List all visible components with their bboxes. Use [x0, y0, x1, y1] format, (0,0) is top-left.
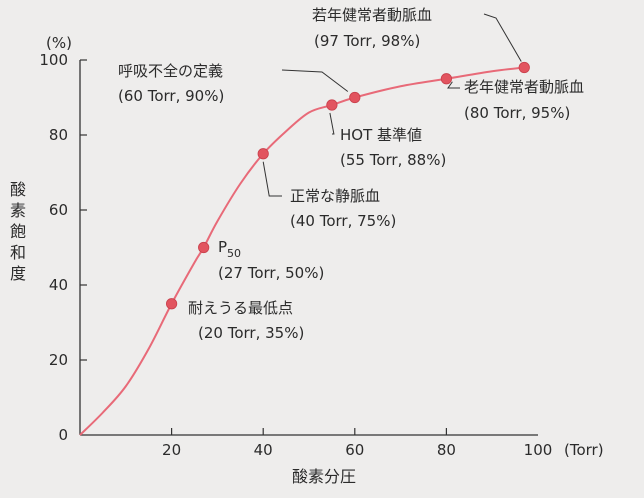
label-p50: P50	[218, 238, 241, 260]
x-tick-label: 40	[254, 441, 273, 459]
y-unit-label: (%)	[46, 34, 72, 52]
data-point	[518, 61, 530, 74]
axes: 0 20 40 60 80 100 20 40 60 80 100 (Torr) (%) 酸素分圧 酸素飽和…	[10, 34, 604, 486]
x-tick-label: 80	[437, 441, 456, 459]
y-axis-title: 酸素飽和度	[10, 180, 26, 283]
leader-respiratory-failure	[281, 69, 349, 92]
label-young: 若年健常者動脈血	[312, 6, 432, 24]
y-tick-label: 80	[49, 126, 68, 144]
x-axis-title: 酸素分圧	[292, 467, 356, 486]
annotations-layer: 耐えうる最低点 (20 Torr, 35%) P50 (27 Torr, 50%) 正常…	[118, 6, 584, 342]
y-tick-label: 20	[49, 351, 68, 369]
value-hot: (55 Torr, 88%)	[340, 151, 446, 169]
data-point	[326, 99, 338, 111]
value-venous: (40 Torr, 75%)	[290, 212, 396, 230]
data-point	[440, 73, 452, 85]
leader-venous	[262, 161, 282, 197]
y-tick-label: 100	[39, 51, 68, 69]
label-min-tolerable: 耐えうる最低点	[188, 299, 293, 317]
value-young: (97 Torr, 98%)	[314, 32, 420, 50]
points-layer	[166, 61, 530, 310]
x-tick-label: 20	[162, 441, 181, 459]
leader-hot	[329, 112, 335, 135]
y-tick-label: 40	[49, 276, 68, 294]
x-tick-label: 60	[345, 441, 364, 459]
label-hot: HOT 基準値	[340, 126, 422, 144]
value-min-tolerable: (20 Torr, 35%)	[198, 324, 304, 342]
x-tick-label: 100	[524, 441, 553, 459]
leader-young	[483, 13, 522, 62]
saturation-curve	[79, 66, 525, 436]
label-venous: 正常な静脈血	[290, 187, 380, 205]
value-p50: (27 Torr, 50%)	[218, 264, 324, 282]
y-tick-label: 0	[58, 426, 68, 444]
data-point	[257, 148, 269, 160]
label-respiratory-failure: 呼吸不全の定義	[118, 62, 223, 80]
data-point	[198, 241, 210, 254]
value-elderly: (80 Torr, 95%)	[464, 104, 570, 122]
leader-elderly	[447, 81, 460, 89]
data-point	[166, 298, 178, 310]
value-respiratory-failure: (60 Torr, 90%)	[118, 87, 224, 105]
x-unit-label: (Torr)	[564, 441, 604, 459]
data-point	[349, 91, 361, 104]
label-elderly: 老年健常者動脈血	[464, 78, 584, 96]
y-tick-label: 60	[49, 201, 68, 219]
curve-layer	[79, 66, 525, 436]
